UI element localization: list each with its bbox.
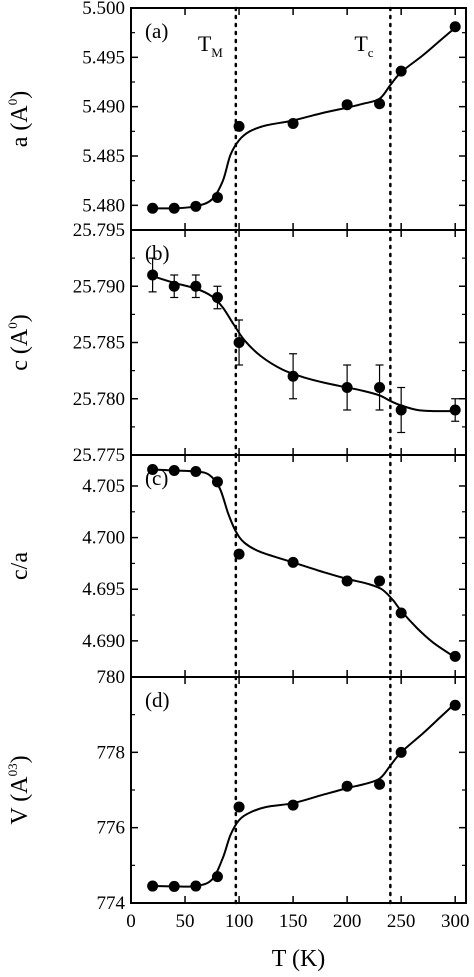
y-tick-label: 4.705 bbox=[82, 476, 125, 497]
data-point bbox=[449, 404, 461, 416]
y-tick-label: 25.790 bbox=[73, 276, 125, 297]
y-tick-label: 25.775 bbox=[73, 445, 125, 466]
panel-c: 4.690 4.695 4.700 4.705 (c) c/a bbox=[7, 453, 467, 679]
data-point bbox=[168, 280, 180, 292]
data-point bbox=[374, 575, 386, 587]
panel-d: 774 776 778 780 (d) V (A03) bbox=[5, 667, 467, 914]
y-tick-label: 774 bbox=[97, 893, 126, 914]
data-point bbox=[341, 99, 353, 111]
data-point bbox=[211, 476, 223, 488]
data-point bbox=[190, 466, 202, 478]
data-point bbox=[374, 98, 386, 110]
data-point bbox=[233, 801, 245, 813]
data-point bbox=[147, 202, 159, 214]
y-tick-label: 5.480 bbox=[82, 195, 125, 216]
data-point bbox=[190, 200, 202, 212]
panel-c-label: (c) bbox=[145, 466, 168, 490]
x-tick-label: 200 bbox=[333, 911, 362, 932]
data-point bbox=[211, 292, 223, 303]
data-point bbox=[287, 556, 299, 568]
data-point bbox=[395, 404, 407, 416]
x-tick-label: 150 bbox=[279, 911, 308, 932]
data-point bbox=[341, 575, 353, 587]
y-tick-label: 25.795 bbox=[73, 220, 125, 241]
panel-b-fit-curve bbox=[152, 275, 456, 413]
x-tick-label: 0 bbox=[126, 911, 136, 932]
panel-a: 5.480 5.485 5.490 5.495 5.500 (a) a (A0) bbox=[5, 0, 467, 232]
panel-a-label: (a) bbox=[145, 19, 168, 43]
data-point bbox=[168, 880, 180, 892]
panel-a-y-axis-label: a (A0) bbox=[5, 91, 33, 147]
data-point bbox=[211, 871, 223, 883]
data-point bbox=[449, 699, 461, 711]
panel-d-fit-curve bbox=[152, 702, 456, 888]
y-tick-label: 5.495 bbox=[82, 47, 125, 68]
data-point bbox=[190, 280, 202, 292]
panels-layer: 5.480 5.485 5.490 5.495 5.500 (a) a (A0) 25.775… bbox=[5, 0, 467, 914]
data-point bbox=[449, 650, 461, 662]
panel-d-label: (d) bbox=[145, 688, 170, 712]
y-tick-label: 25.785 bbox=[73, 333, 125, 354]
panel-d-y-axis-label: V (A03) bbox=[5, 755, 33, 824]
panel-c-fit-curve bbox=[152, 468, 456, 659]
x-tick-label: 100 bbox=[225, 911, 254, 932]
data-point bbox=[374, 382, 386, 393]
x-tick-label: 250 bbox=[387, 911, 416, 932]
data-point bbox=[168, 464, 180, 476]
data-point bbox=[374, 778, 386, 790]
panel-b: 25.775 25.780 25.785 25.790 25.795 (b) c (A0) bbox=[5, 220, 467, 466]
panel-b-y-axis-label: c (A0) bbox=[5, 314, 33, 370]
data-point bbox=[395, 65, 407, 77]
data-point bbox=[395, 746, 407, 758]
data-point bbox=[341, 382, 353, 393]
data-point bbox=[147, 880, 159, 892]
y-tick-label: 5.490 bbox=[82, 97, 125, 118]
data-point bbox=[341, 780, 353, 792]
x-axis: 0 50 100 150 200 250 300 T (K) bbox=[126, 911, 469, 972]
panel-c-frame bbox=[130, 454, 467, 678]
panel-b-frame bbox=[130, 229, 467, 456]
x-axis-label: T (K) bbox=[272, 946, 326, 972]
y-tick-label: 4.695 bbox=[82, 579, 125, 600]
data-point bbox=[233, 337, 245, 348]
panel-c-y-axis-label: c/a bbox=[7, 552, 33, 580]
data-point bbox=[395, 607, 407, 619]
data-point bbox=[287, 370, 299, 382]
data-point bbox=[287, 117, 299, 129]
data-point bbox=[233, 548, 245, 560]
data-point bbox=[211, 191, 223, 203]
data-point bbox=[287, 799, 299, 811]
y-tick-label: 780 bbox=[97, 667, 126, 688]
y-tick-label: 25.780 bbox=[73, 389, 125, 410]
transition-label: Tc bbox=[354, 31, 373, 60]
x-tick-label: 300 bbox=[441, 911, 470, 932]
y-tick-label: 778 bbox=[97, 742, 126, 763]
data-point bbox=[147, 269, 159, 281]
data-point bbox=[233, 120, 245, 132]
data-point bbox=[449, 21, 461, 33]
data-point bbox=[147, 463, 159, 475]
x-tick-label: 50 bbox=[176, 911, 195, 932]
y-tick-label: 776 bbox=[97, 818, 126, 839]
y-tick-label: 4.690 bbox=[82, 631, 125, 652]
y-tick-label: 5.485 bbox=[82, 146, 125, 167]
transition-label: TM bbox=[198, 31, 223, 60]
data-point bbox=[190, 880, 202, 892]
data-point bbox=[168, 202, 180, 214]
y-tick-label: 5.500 bbox=[82, 0, 125, 19]
panel-d-frame bbox=[130, 676, 467, 904]
panel-b-label: (b) bbox=[145, 241, 170, 265]
y-tick-label: 4.700 bbox=[82, 528, 125, 549]
